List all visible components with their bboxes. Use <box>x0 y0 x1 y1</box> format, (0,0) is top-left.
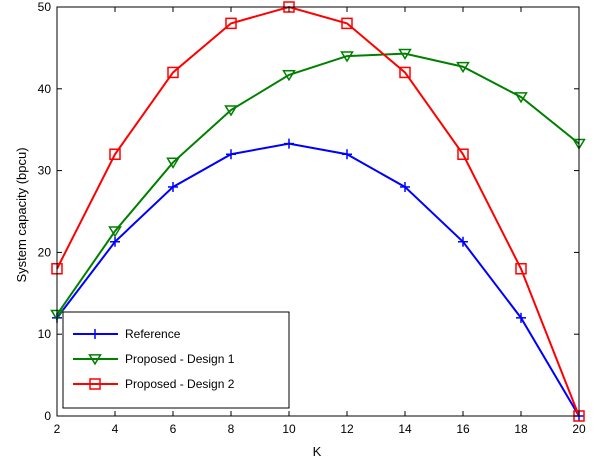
data-point <box>110 236 120 247</box>
data-point <box>88 354 102 366</box>
data-point <box>166 157 180 169</box>
data-point <box>89 378 101 390</box>
data-point <box>515 263 527 275</box>
axes-box <box>56 6 580 417</box>
x-tick-label: 4 <box>112 422 119 436</box>
legend-label: Proposed - Design 2 <box>125 377 235 391</box>
x-tick-label: 6 <box>170 422 177 436</box>
x-tick-label: 16 <box>456 422 470 436</box>
axis-ticks: 2 4 6 8 10 12 14 16 18 20 0 10 20 30 40 50 <box>38 0 586 436</box>
legend: Reference Proposed - Design 1 Proposed - D… <box>62 311 290 409</box>
data-point <box>167 66 179 79</box>
legend-item: Proposed - Design 2 <box>73 377 235 391</box>
data-point <box>399 66 411 79</box>
data-point <box>90 329 100 339</box>
data-point <box>282 70 296 82</box>
data-point <box>108 226 122 238</box>
data-point <box>225 17 237 30</box>
series-line <box>56 142 580 417</box>
x-tick-label: 2 <box>54 422 61 436</box>
legend-label: Proposed - Design 1 <box>125 352 235 366</box>
data-point <box>458 236 468 247</box>
data-point <box>226 149 236 160</box>
y-tick-label: 0 <box>44 409 51 423</box>
y-tick-label: 50 <box>38 0 52 14</box>
x-axis-label: K <box>313 444 322 459</box>
series-3 <box>51 1 585 422</box>
data-point <box>516 312 526 323</box>
data-point <box>168 181 178 192</box>
y-tick-label: 30 <box>38 164 52 178</box>
data-point <box>340 51 354 63</box>
x-tick-label: 18 <box>514 422 528 436</box>
series-line <box>56 5 580 417</box>
data-point <box>341 17 353 30</box>
legend-item: Proposed - Design 1 <box>73 352 235 366</box>
y-tick-label: 20 <box>38 245 52 259</box>
data-point <box>224 105 238 117</box>
series-layer <box>50 1 586 422</box>
data-point <box>284 138 294 149</box>
x-tick-label: 20 <box>572 422 586 436</box>
y-tick-label: 10 <box>38 327 52 341</box>
data-point <box>514 92 528 104</box>
data-point <box>456 61 470 74</box>
data-point <box>342 149 352 160</box>
x-tick-label: 14 <box>398 422 412 436</box>
x-tick-label: 8 <box>228 422 235 436</box>
y-tick-label: 40 <box>38 82 52 96</box>
y-axis-label: System capacity (bpcu) <box>14 147 29 282</box>
data-point <box>457 148 469 160</box>
data-point <box>398 48 412 61</box>
data-point <box>400 181 410 192</box>
x-tick-label: 12 <box>340 422 354 436</box>
x-tick-label: 10 <box>282 422 296 436</box>
series-2 <box>50 48 586 321</box>
data-point <box>109 148 121 160</box>
legend-label: Reference <box>125 327 181 341</box>
legend-item: Reference <box>73 327 181 341</box>
axes-frame <box>56 6 580 417</box>
series-line <box>56 52 580 316</box>
